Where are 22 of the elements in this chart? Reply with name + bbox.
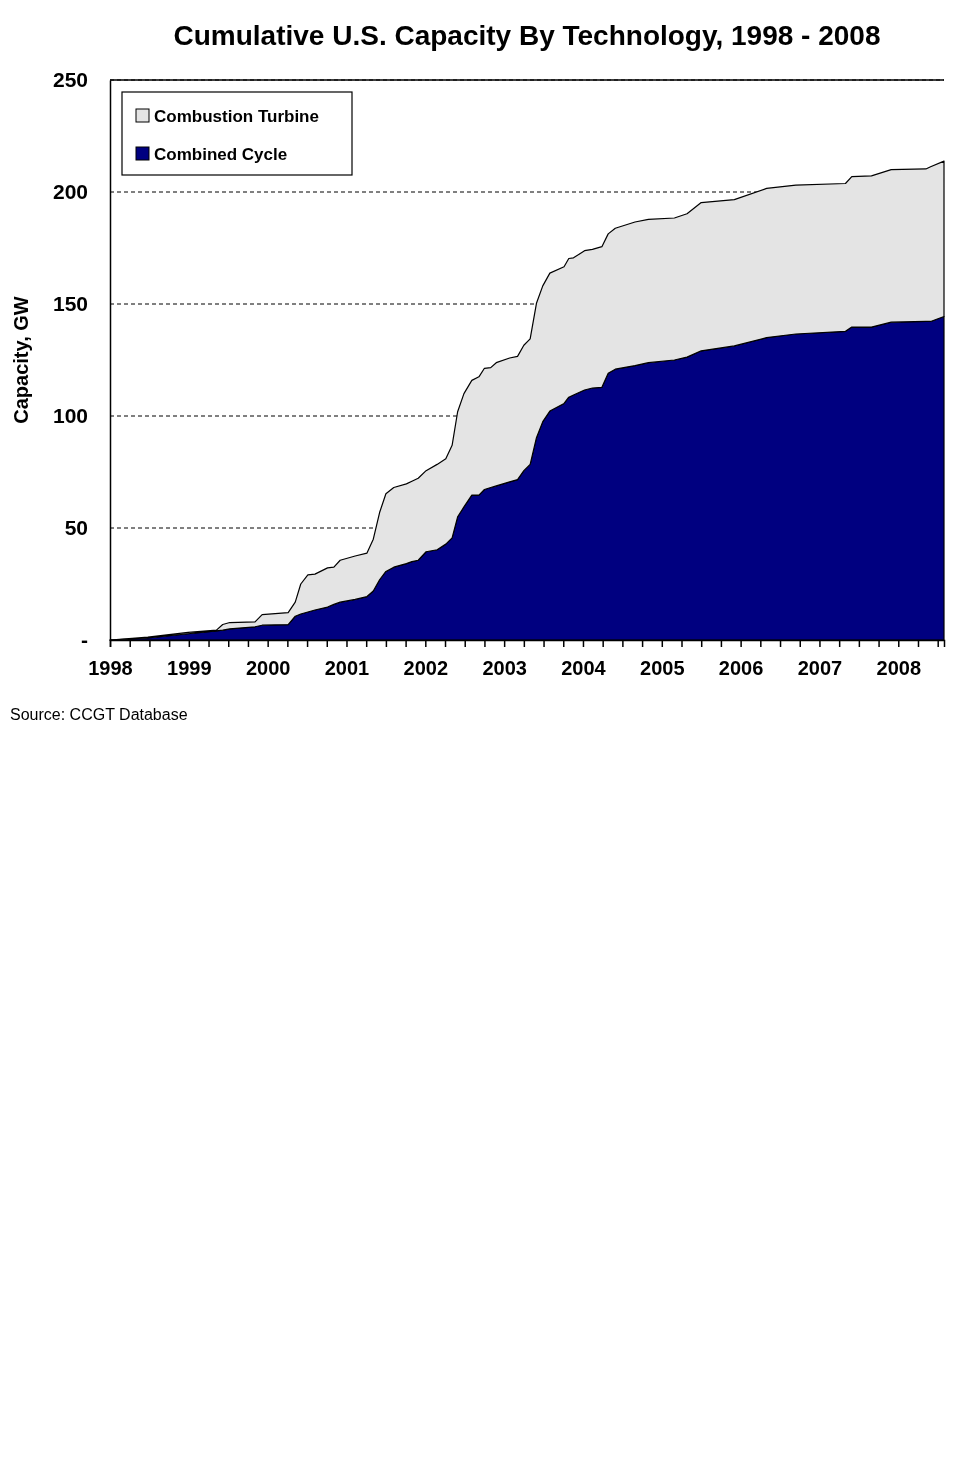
y-tick-label: 100 [52, 404, 88, 428]
chart-title: Cumulative U.S. Capacity By Technology, 1998 - 2008 [173, 20, 881, 51]
x-tick-label: 2002 [403, 657, 449, 680]
y-tick-label: 50 [64, 516, 88, 540]
x-tick-label: 2004 [561, 657, 607, 680]
x-tick-label: 2000 [245, 657, 291, 680]
x-tick-label: 2007 [797, 657, 843, 680]
source-note: Source: CCGT Database [10, 706, 188, 723]
y-tick-label: 200 [52, 180, 88, 204]
y-tick-label: 150 [52, 292, 88, 316]
x-tick-label: 2001 [324, 657, 370, 680]
x-tick-label: 2008 [876, 657, 922, 680]
x-tick-label: 1998 [88, 657, 133, 680]
y-tick-label: - [81, 628, 88, 652]
x-tick-label: 1999 [167, 657, 212, 680]
y-axis-title: Capacity, GW [10, 296, 32, 424]
legend-label: Combined Cycle [154, 145, 288, 164]
y-tick-label: 250 [52, 68, 88, 92]
legend-label: Combustion Turbine [154, 107, 319, 126]
x-tick-label: 2003 [482, 657, 527, 680]
x-tick-label: 2005 [640, 657, 685, 680]
x-tick-label: 2006 [718, 657, 764, 680]
